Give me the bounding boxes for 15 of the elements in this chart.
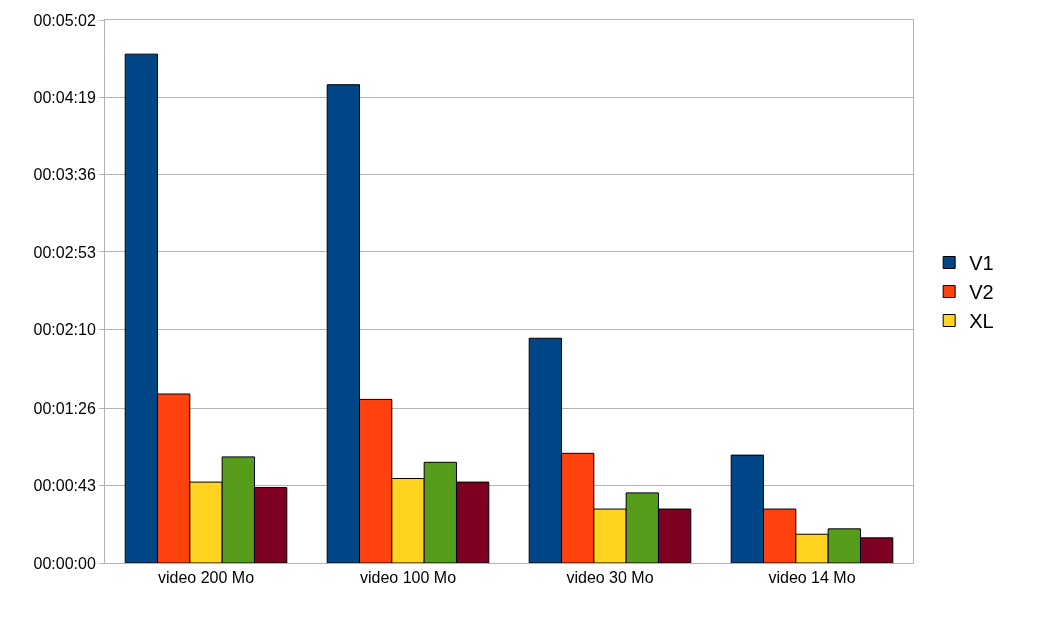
x-tick-label: video 30 Mo — [566, 569, 654, 587]
y-tick-label: 00:04:19 — [33, 88, 96, 106]
y-tick-label: 00:02:53 — [33, 243, 96, 261]
x-tick-label: video 200 Mo — [157, 569, 255, 587]
y-tick-label: 00:01:26 — [33, 399, 96, 417]
legend-label: V1 — [969, 252, 994, 275]
y-tick-label: 00:03:36 — [33, 166, 96, 184]
x-tick-label: video 14 Mo — [768, 569, 856, 587]
y-tick-label: 00:05:02 — [33, 11, 96, 29]
legend-label: V2 — [969, 281, 994, 304]
x-tick-label: video 100 Mo — [359, 569, 457, 587]
legend-label: XL — [969, 310, 994, 333]
y-tick-label: 00:00:00 — [33, 554, 96, 572]
y-tick-label: 00:00:43 — [33, 477, 96, 495]
y-tick-label: 00:02:10 — [33, 320, 96, 338]
